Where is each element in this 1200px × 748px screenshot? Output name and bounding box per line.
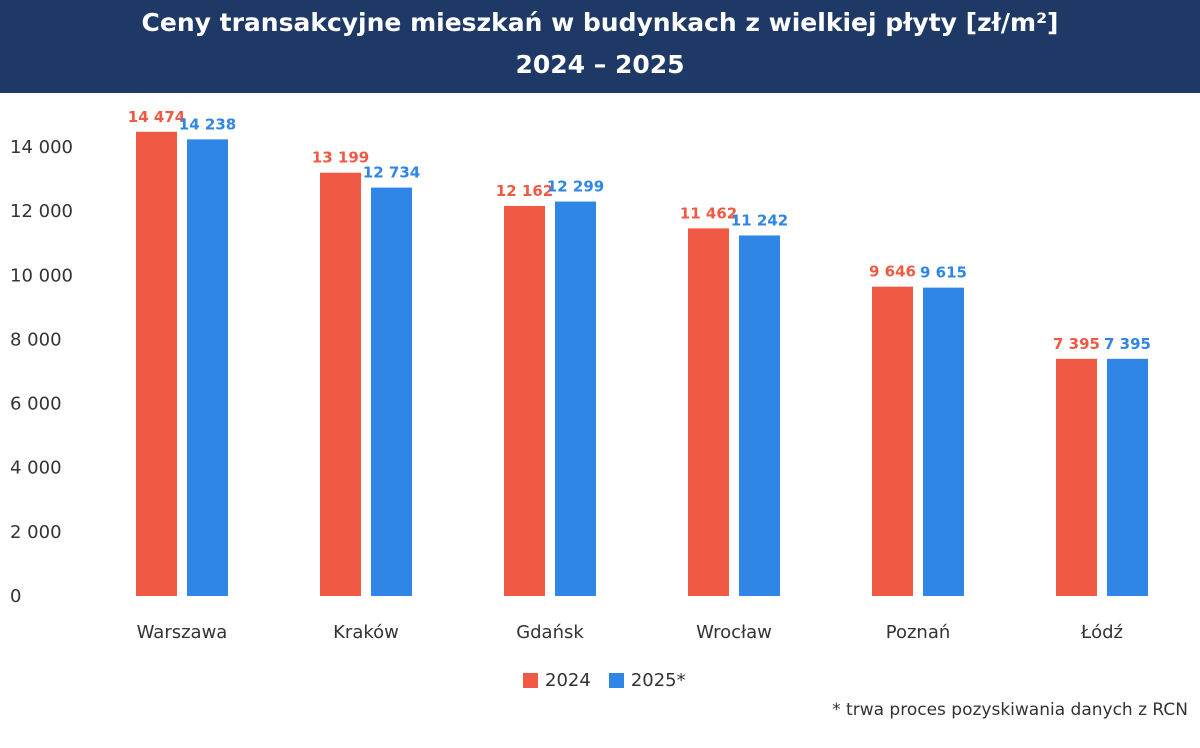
data-label: 13 199 — [312, 149, 369, 167]
data-label: 12 162 — [496, 182, 553, 200]
y-tick-label: 2 000 — [10, 522, 62, 543]
bar-2025-Poznań — [923, 287, 964, 596]
chart-title: Ceny transakcyjne mieszkań w budynkach z… — [141, 8, 1059, 37]
y-tick-label: 10 000 — [10, 265, 73, 286]
bar-2024-Łódź — [1056, 358, 1097, 596]
y-tick-label: 0 — [10, 586, 21, 607]
bar-2025-Warszawa — [187, 139, 228, 596]
bar-2024-Poznań — [872, 286, 913, 596]
x-tick-label: Gdańsk — [516, 622, 584, 643]
x-tick-label: Warszawa — [137, 622, 228, 643]
bar-2024-Warszawa — [136, 131, 177, 596]
legend-item-2025: 2025* — [608, 670, 686, 691]
legend-swatch-2025 — [608, 673, 624, 688]
data-label: 11 242 — [731, 211, 788, 229]
y-tick-label: 14 000 — [10, 137, 73, 158]
data-label: 14 238 — [179, 115, 236, 133]
bar-2025-Kraków — [371, 187, 412, 597]
data-label: 7 395 — [1104, 335, 1151, 353]
data-label: 14 474 — [128, 108, 185, 126]
bar-2025-Gdańsk — [555, 201, 596, 596]
bar-2024-Wrocław — [688, 228, 729, 597]
data-label: 12 299 — [547, 178, 604, 196]
legend-label: 2025* — [630, 670, 686, 691]
bar-2024-Kraków — [320, 172, 361, 596]
data-label: 11 462 — [680, 204, 737, 222]
legend-item-2024: 2024 — [523, 670, 591, 691]
bar-2025-Wrocław — [739, 235, 780, 596]
data-label: 7 395 — [1053, 335, 1100, 353]
legend: 2024 2025* — [523, 670, 704, 691]
data-label: 9 646 — [869, 263, 916, 281]
bar-2025-Łódź — [1107, 358, 1148, 596]
data-label: 9 615 — [920, 264, 967, 282]
footnote: * trwa proces pozyskiwania danych z RCN — [832, 700, 1188, 720]
y-tick-label: 8 000 — [10, 329, 62, 350]
x-tick-label: Łódź — [1080, 622, 1123, 643]
y-tick-label: 4 000 — [10, 458, 62, 479]
y-tick-label: 6 000 — [10, 394, 62, 415]
y-tick-label: 12 000 — [10, 201, 73, 222]
x-tick-label: Wrocław — [696, 622, 772, 643]
chart-subtitle: 2024 – 2025 — [515, 50, 685, 79]
chart-header: Ceny transakcyjne mieszkań w budynkach z… — [0, 0, 1200, 93]
data-label: 12 734 — [363, 164, 420, 182]
x-tick-label: Poznań — [886, 622, 951, 643]
legend-swatch-2024 — [523, 673, 538, 688]
legend-label: 2024 — [545, 670, 591, 691]
x-tick-label: Kraków — [333, 622, 399, 643]
bar-2024-Gdańsk — [504, 205, 545, 597]
